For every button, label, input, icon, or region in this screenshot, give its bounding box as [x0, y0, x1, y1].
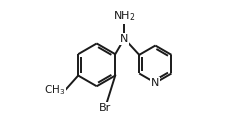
Text: NH$_2$: NH$_2$	[113, 10, 136, 23]
Text: Br: Br	[99, 103, 111, 113]
Text: CH$_3$: CH$_3$	[44, 83, 65, 97]
Text: N: N	[151, 78, 160, 88]
Text: N: N	[120, 34, 128, 44]
